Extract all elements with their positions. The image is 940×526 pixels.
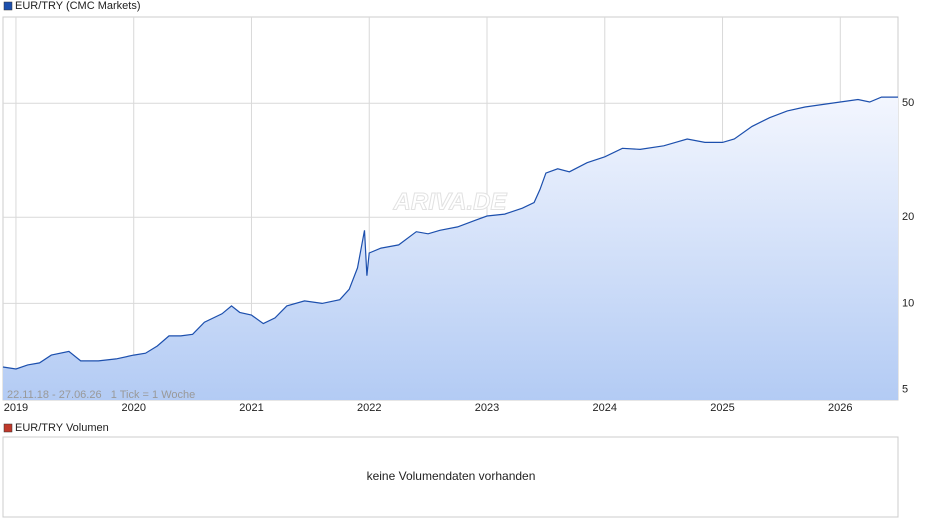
y-tick-label: 5: [902, 384, 908, 396]
volume-frame: [2, 436, 899, 518]
legend-swatch: [3, 423, 13, 433]
date-range-annotation: 22.11.18 - 27.06.26 1 Tick = 1 Woche: [7, 389, 195, 401]
no-data-message: keine Volumendaten vorhanden: [367, 469, 536, 483]
legend-label: EUR/TRY (CMC Markets): [15, 0, 141, 12]
legend-label: EUR/TRY Volumen: [15, 422, 109, 434]
x-tick-label: 2019: [4, 402, 28, 414]
y-tick-label: 20: [902, 211, 914, 223]
x-tick-label: 2025: [710, 402, 734, 414]
watermark: ARIVA.DE: [393, 188, 508, 215]
y-tick-label: 50: [902, 97, 914, 109]
x-tick-label: 2020: [121, 402, 145, 414]
x-tick-label: 2023: [475, 402, 499, 414]
x-tick-label: 2026: [828, 402, 852, 414]
area-fill: [3, 97, 898, 400]
x-tick-label: 2022: [357, 402, 381, 414]
x-tick-label: 2021: [239, 402, 263, 414]
x-tick-label: 2024: [593, 402, 617, 414]
legend-swatch: [3, 1, 13, 11]
price-line: [2, 96, 898, 370]
y-tick-label: 10: [902, 297, 914, 309]
